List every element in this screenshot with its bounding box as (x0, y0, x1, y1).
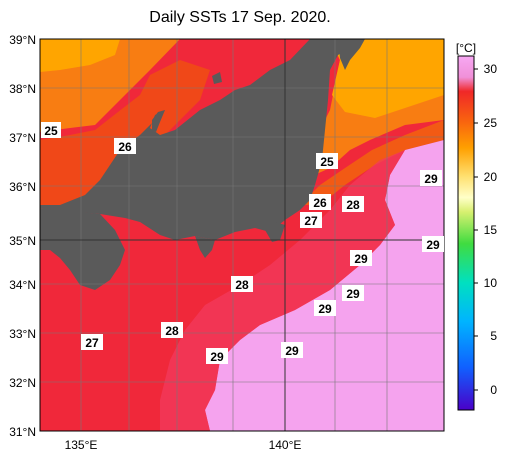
colorbar-tick: 20 (484, 170, 498, 184)
colorbar-scale (457, 55, 475, 411)
svg-text:25: 25 (320, 155, 334, 169)
sst-zone-26-east (300, 120, 444, 205)
lat-label: 34°N (9, 278, 36, 292)
svg-text:26: 26 (118, 140, 132, 154)
lon-axis-labels: 135°E 140°E (65, 438, 302, 452)
contour-label: 29 (422, 236, 444, 252)
land-hokkaido (338, 39, 365, 70)
colorbar-unit: [°C] (456, 41, 476, 55)
lat-axis-labels: 39°N 38°N 37°N 36°N 35°N 34°N 33°N 32°N … (9, 33, 36, 439)
contour-label: 29 (420, 170, 442, 186)
lon-label: 135°E (65, 438, 98, 452)
sst-zone-29-plus (205, 140, 444, 431)
land-izu (195, 236, 215, 258)
contour-label: 28 (161, 322, 183, 338)
lat-label: 33°N (9, 327, 36, 341)
colorbar-tick: 15 (484, 223, 498, 237)
land-honshu (40, 39, 358, 240)
land-noto (152, 110, 165, 132)
lat-label: 38°N (9, 82, 36, 96)
lon-label: 140°E (269, 438, 302, 452)
svg-text:29: 29 (346, 287, 360, 301)
svg-text:28: 28 (235, 278, 249, 292)
contour-label: 29 (314, 300, 336, 316)
svg-text:29: 29 (210, 350, 224, 364)
lat-label: 39°N (9, 33, 36, 47)
map-title: Daily SSTs 17 Sep. 2020. (149, 9, 331, 26)
land-sado (212, 72, 222, 84)
contour-label: 29 (350, 250, 372, 266)
svg-text:27: 27 (304, 214, 318, 228)
contour-label: 25 (316, 153, 338, 169)
svg-text:27: 27 (85, 336, 99, 350)
map-frame (39, 38, 445, 432)
colorbar-tick: 10 (484, 276, 498, 290)
sst-zone-26 (40, 60, 210, 210)
lat-label: 37°N (9, 131, 36, 145)
lat-label: 36°N (9, 180, 36, 194)
colorbar-tick: 30 (484, 62, 498, 76)
svg-text:25: 25 (44, 124, 58, 138)
svg-text:28: 28 (165, 324, 179, 338)
contour-label: 27 (81, 334, 103, 350)
colorbar-tick: 5 (490, 329, 497, 343)
contour-label: 26 (309, 194, 331, 210)
lat-label: 31°N (9, 425, 36, 439)
contour-label: 29 (342, 285, 364, 301)
graticule (40, 39, 444, 431)
land-kii-peninsula (40, 208, 125, 290)
sst-zone-28 (160, 150, 405, 431)
contour-label: 26 (114, 138, 136, 154)
contour-label: 29 (206, 348, 228, 364)
svg-text:29: 29 (354, 252, 368, 266)
svg-text:29: 29 (424, 172, 438, 186)
contour-label: 28 (231, 276, 253, 292)
contour-labels: 25 26 25 26 27 28 29 29 29 28 29 29 28 2… (41, 122, 444, 364)
land-boso (265, 222, 285, 242)
sst-zone-24 (40, 39, 120, 72)
colorbar: [°C] 30 25 20 15 10 5 0 (456, 41, 498, 411)
svg-text:29: 29 (285, 344, 299, 358)
svg-text:26: 26 (313, 196, 327, 210)
contour-label: 27 (300, 212, 322, 228)
contour-label: 28 (342, 196, 364, 212)
lat-label: 35°N (9, 234, 36, 248)
colorbar-tick: 25 (484, 116, 498, 130)
colorbar-tick: 0 (490, 383, 497, 397)
contour-label: 25 (41, 122, 61, 138)
svg-text:29: 29 (426, 238, 440, 252)
lat-label: 32°N (9, 376, 36, 390)
svg-text:29: 29 (318, 302, 332, 316)
svg-text:28: 28 (346, 198, 360, 212)
graticule-major (40, 39, 444, 431)
contour-label: 29 (281, 342, 303, 358)
